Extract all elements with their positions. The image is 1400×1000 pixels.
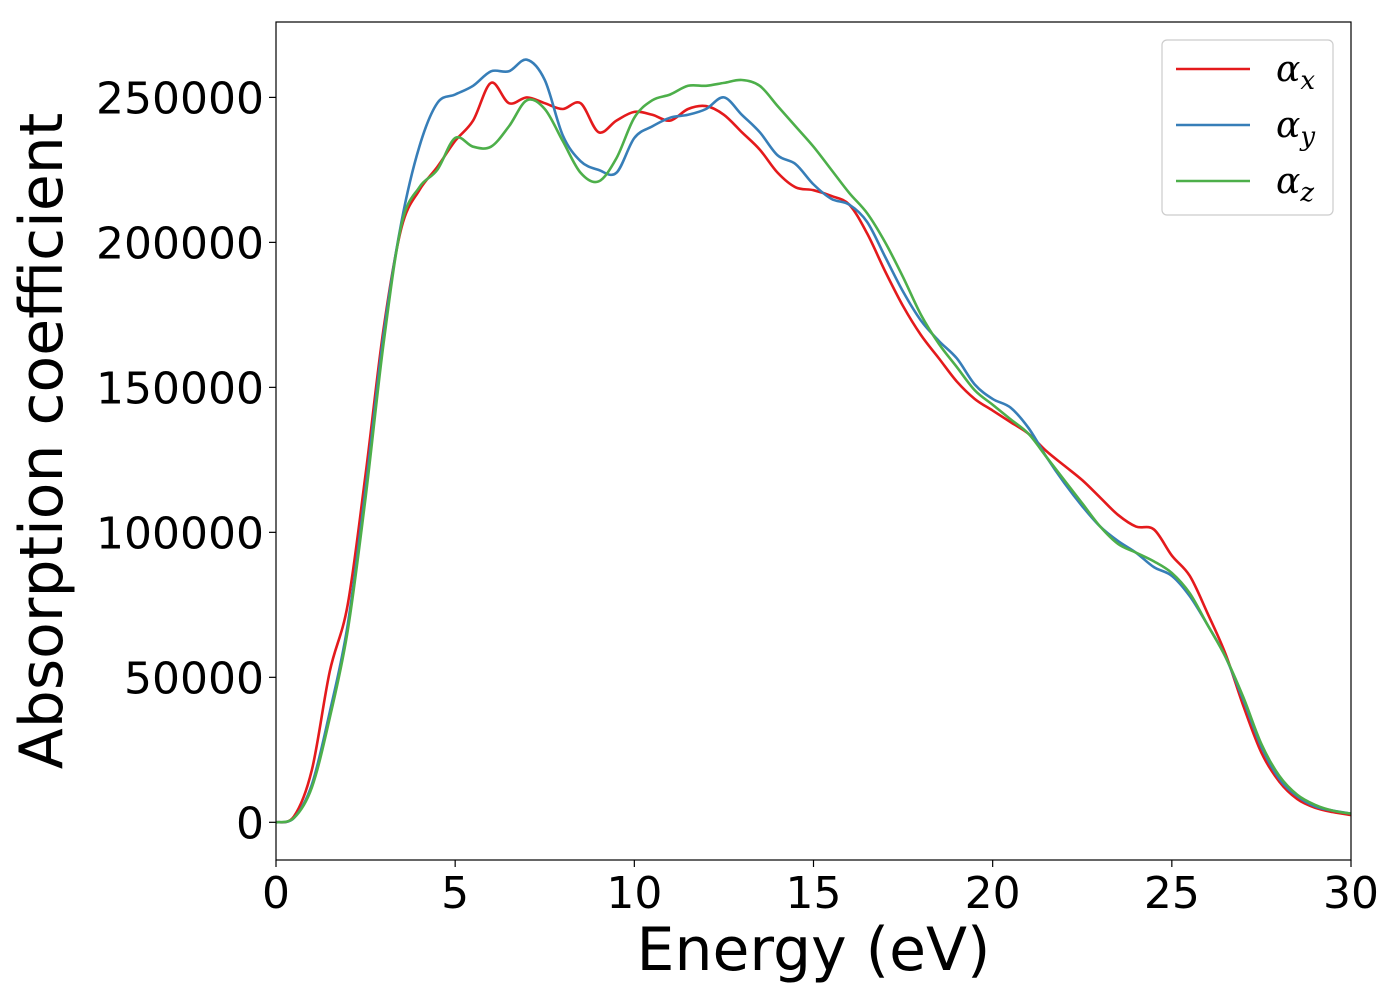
y-tick-label: 100000: [96, 508, 264, 559]
x-tick-label: 10: [606, 868, 662, 919]
y-axis-label: Absorption coefficient: [7, 113, 77, 770]
legend-box: [1161, 39, 1334, 216]
x-tick-label: 5: [441, 868, 469, 919]
legend-label-alpha-z: αz: [1276, 161, 1314, 208]
x-tick-label: 30: [1323, 868, 1379, 919]
y-tick-label: 50000: [124, 653, 264, 704]
x-axis-label: Energy (eV): [637, 915, 991, 985]
x-tick-label: 20: [965, 868, 1021, 919]
x-axis: 0 5 10 15 20 25 30: [262, 860, 1379, 919]
series-line-alpha-z: [275, 78, 1352, 824]
legend-label-alpha-x: αx: [1276, 49, 1315, 96]
x-tick-label: 25: [1144, 868, 1200, 919]
legend-label-alpha-y: αy: [1276, 105, 1315, 152]
x-tick-label: 15: [786, 868, 842, 919]
y-tick-label: 150000: [96, 363, 264, 414]
series-line-alpha-x: [275, 81, 1352, 824]
y-axis: 0 50000 100000 150000 200000 250000: [96, 73, 276, 849]
series-line-alpha-y: [275, 58, 1352, 824]
series-layer: [275, 58, 1352, 824]
y-tick-label: 0: [236, 798, 264, 849]
y-tick-label: 250000: [96, 73, 264, 124]
legend: αx αy αz: [1161, 39, 1334, 216]
x-tick-label: 0: [262, 868, 290, 919]
y-tick-label: 200000: [96, 218, 264, 269]
